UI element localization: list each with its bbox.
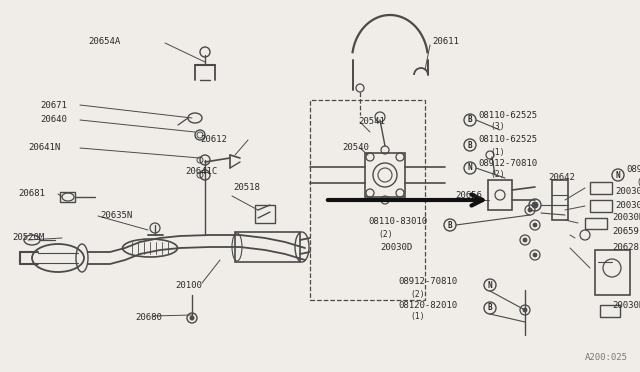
Bar <box>552 180 568 220</box>
Text: 20641N: 20641N <box>28 144 60 153</box>
Circle shape <box>523 308 527 312</box>
Text: (3): (3) <box>490 122 504 131</box>
Text: B: B <box>488 304 492 312</box>
Text: 20671: 20671 <box>40 100 67 109</box>
Circle shape <box>533 253 537 257</box>
Text: B: B <box>448 221 452 230</box>
Text: 08110-83010: 08110-83010 <box>368 218 427 227</box>
Bar <box>600 305 620 317</box>
Text: 20030D: 20030D <box>612 214 640 222</box>
Text: 20030D: 20030D <box>612 301 640 310</box>
Text: 20681: 20681 <box>18 189 45 199</box>
Text: (2): (2) <box>490 170 504 180</box>
Text: (1): (1) <box>490 148 504 157</box>
Circle shape <box>533 223 537 227</box>
Text: 20030C: 20030C <box>615 201 640 209</box>
Text: 20640: 20640 <box>40 115 67 125</box>
Bar <box>590 200 612 212</box>
Text: 08912-70810: 08912-70810 <box>478 158 537 167</box>
Text: 08120-82010: 08120-82010 <box>398 301 457 310</box>
Circle shape <box>532 202 538 208</box>
Circle shape <box>523 238 527 242</box>
Bar <box>488 180 512 210</box>
Text: (1): (1) <box>410 312 424 321</box>
Bar <box>365 153 405 197</box>
Text: 20611: 20611 <box>432 38 459 46</box>
Text: 08912-70810: 08912-70810 <box>626 166 640 174</box>
Text: 20642: 20642 <box>548 173 575 183</box>
Text: 20030C: 20030C <box>615 187 640 196</box>
Text: N: N <box>616 170 620 180</box>
Bar <box>235 232 300 262</box>
Bar <box>255 205 275 223</box>
Bar <box>590 182 612 194</box>
Text: N: N <box>488 280 492 289</box>
Circle shape <box>190 316 194 320</box>
Text: 20520M: 20520M <box>12 234 44 243</box>
Text: 20100: 20100 <box>175 280 202 289</box>
Text: 20659: 20659 <box>612 228 639 237</box>
Text: (2): (2) <box>636 177 640 186</box>
Text: A200:025: A200:025 <box>585 353 628 362</box>
Text: 20541: 20541 <box>358 118 385 126</box>
Text: 20654A: 20654A <box>88 38 120 46</box>
Text: N: N <box>468 164 472 173</box>
Text: 20628: 20628 <box>612 244 639 253</box>
Text: 20635N: 20635N <box>100 211 132 219</box>
Text: 20030D: 20030D <box>380 244 412 253</box>
Circle shape <box>528 208 532 212</box>
Text: 08912-70810: 08912-70810 <box>398 278 457 286</box>
Text: 08110-62525: 08110-62525 <box>478 110 537 119</box>
Text: 20656: 20656 <box>455 192 482 201</box>
Text: 20612: 20612 <box>200 135 227 144</box>
Bar <box>585 218 607 229</box>
Text: (2): (2) <box>378 230 392 238</box>
Text: B: B <box>468 141 472 150</box>
Text: 08110-62525: 08110-62525 <box>478 135 537 144</box>
Bar <box>595 250 630 295</box>
Bar <box>60 192 75 202</box>
Text: 20518: 20518 <box>233 183 260 192</box>
Text: 20680: 20680 <box>135 314 162 323</box>
Text: B: B <box>468 115 472 125</box>
Text: 20641C: 20641C <box>185 167 217 176</box>
Text: (2): (2) <box>410 289 424 298</box>
Bar <box>310 100 425 300</box>
Text: 20540: 20540 <box>342 144 369 153</box>
